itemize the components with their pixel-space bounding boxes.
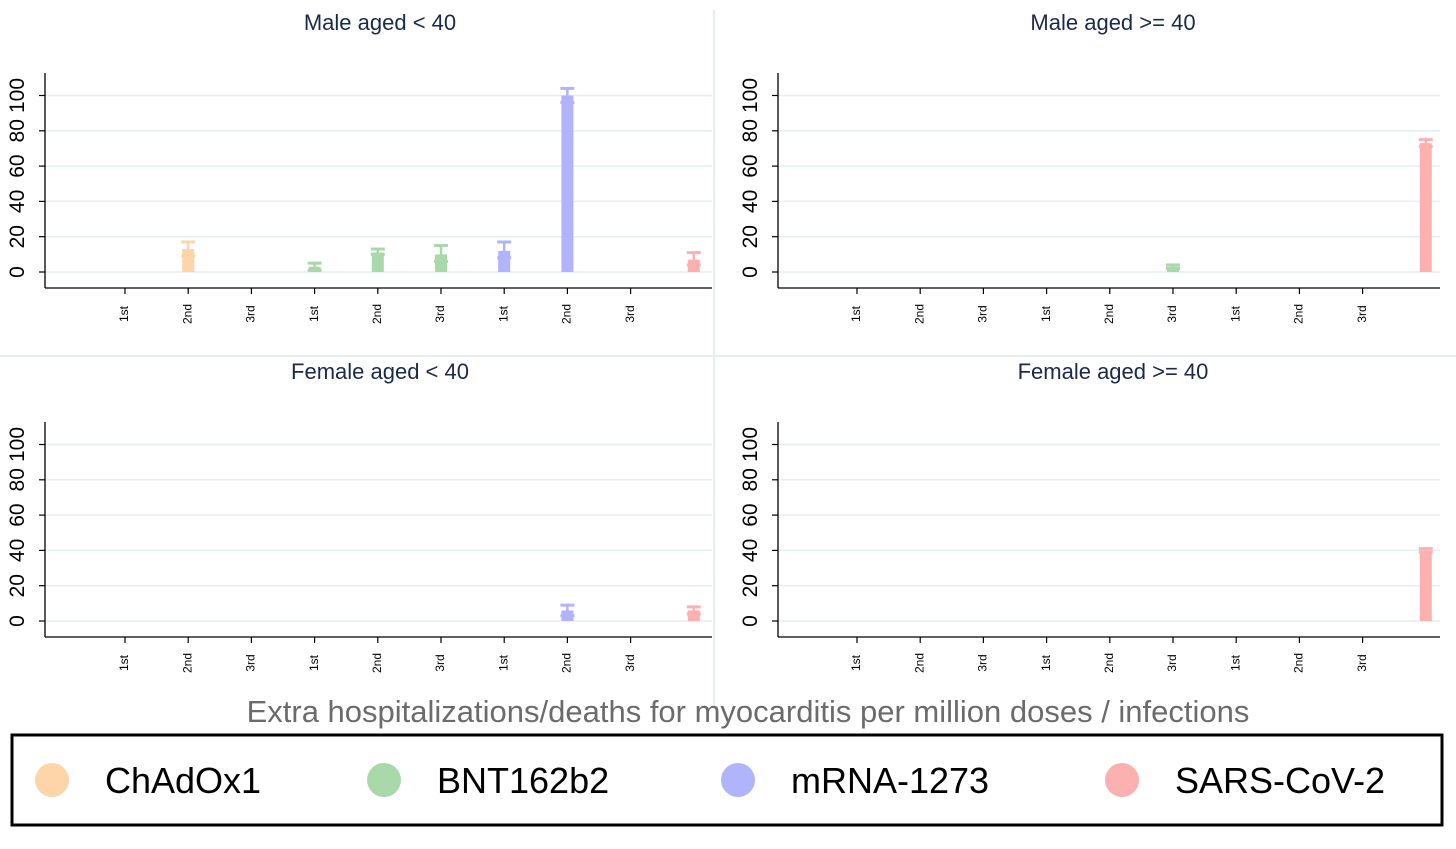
bar: [1419, 550, 1432, 621]
x-tick-label: 3rd: [976, 305, 990, 322]
legend-label: BNT162b2: [437, 760, 609, 801]
panel-4: Female aged >= 40 0 20 40 60 80 100 1st 2nd 3rd 1s…: [739, 359, 1440, 673]
x-tick-label: 3rd: [433, 654, 447, 671]
y-tick-label: 0: [739, 266, 762, 278]
x-tick-label: 2nd: [1292, 304, 1306, 324]
panel-1: Male aged < 40 0 20 40 60 80 100 1st 2nd 3rd 1st 2n…: [6, 10, 712, 324]
x-tick-label: 1st: [1228, 305, 1242, 322]
x-tick-label: 1st: [307, 305, 321, 322]
bar: [371, 252, 384, 272]
x-axis-label: Extra hospitalizations/deaths for myocar…: [247, 694, 1250, 729]
x-tick-label: 3rd: [433, 305, 447, 322]
y-tick-label: 80: [739, 468, 762, 491]
x-tick-label: 2nd: [370, 304, 384, 324]
x-tick-label: 3rd: [1355, 654, 1369, 671]
bar: [498, 250, 511, 272]
y-tick-label: 40: [6, 539, 29, 562]
x-tick-label: 2nd: [560, 653, 574, 673]
x-tick-label: 2nd: [560, 304, 574, 324]
y-tick-label: 80: [6, 119, 29, 142]
x-tick-label: 2nd: [912, 653, 926, 673]
panel-2: Male aged >= 40 0 20 40 60 80 100 1st 2nd 3rd 1st 2…: [739, 10, 1440, 324]
y-tick-label: 60: [6, 154, 29, 177]
y-tick-label: 0: [6, 266, 29, 278]
x-tick-label: 3rd: [1165, 305, 1179, 322]
y-tick-label: 40: [6, 190, 29, 213]
x-tick-label: 3rd: [976, 654, 990, 671]
x-tick-label: 1st: [1228, 654, 1242, 671]
y-tick-label: 60: [739, 154, 762, 177]
x-tick-label: 1st: [1039, 654, 1053, 671]
x-tick-label: 2nd: [1102, 653, 1116, 673]
x-tick-label: 1st: [1039, 305, 1053, 322]
y-tick-label: 100: [739, 427, 762, 462]
legend-label: ChAdOx1: [105, 760, 261, 801]
x-tick-label: 2nd: [1102, 304, 1116, 324]
legend-label: SARS-CoV-2: [1175, 760, 1385, 801]
y-tick-label: 20: [739, 225, 762, 248]
x-tick-label: 1st: [117, 654, 131, 671]
legend: ChAdOx1 BNT162b2 mRNA-1273 SARS-CoV-2: [10, 733, 1444, 827]
y-tick-label: 80: [6, 468, 29, 491]
panel-title: Male aged >= 40: [1030, 10, 1195, 35]
x-tick-label: 1st: [849, 654, 863, 671]
panel-title: Male aged < 40: [304, 10, 456, 35]
y-tick-label: 20: [739, 574, 762, 597]
panels-layer: Male aged < 40 0 20 40 60 80 100 1st 2nd 3rd 1st 2n…: [0, 10, 1456, 705]
panel-title: Female aged >= 40: [1018, 359, 1209, 384]
y-tick-label: 20: [6, 574, 29, 597]
x-tick-label: 2nd: [370, 653, 384, 673]
y-tick-label: 80: [739, 119, 762, 142]
legend-marker: [721, 763, 755, 797]
x-tick-label: 3rd: [623, 654, 637, 671]
y-tick-label: 60: [739, 503, 762, 526]
y-tick-label: 100: [739, 78, 762, 113]
y-tick-label: 60: [6, 503, 29, 526]
x-tick-label: 3rd: [1165, 654, 1179, 671]
x-tick-label: 1st: [496, 654, 510, 671]
y-tick-label: 40: [739, 539, 762, 562]
bar: [561, 95, 574, 272]
legend-label: mRNA-1273: [791, 760, 989, 801]
x-tick-label: 1st: [307, 654, 321, 671]
y-tick-label: 0: [739, 615, 762, 627]
x-tick-label: 2nd: [912, 304, 926, 324]
y-tick-label: 40: [739, 190, 762, 213]
legend-marker: [1105, 763, 1139, 797]
y-tick-label: 20: [6, 225, 29, 248]
x-tick-label: 3rd: [244, 654, 258, 671]
legend-marker: [367, 763, 401, 797]
legend-marker: [35, 763, 69, 797]
panel-3: Female aged < 40 0 20 40 60 80 100 1st 2nd 3rd 1st…: [6, 359, 712, 673]
x-tick-label: 2nd: [180, 653, 194, 673]
x-tick-label: 3rd: [623, 305, 637, 322]
y-tick-label: 0: [6, 615, 29, 627]
bar: [435, 254, 447, 272]
x-tick-label: 1st: [496, 305, 510, 322]
bar: [687, 610, 700, 621]
panel-title: Female aged < 40: [291, 359, 469, 384]
bar: [1419, 143, 1432, 272]
y-tick-label: 100: [6, 78, 29, 113]
y-tick-label: 100: [6, 427, 29, 462]
x-tick-label: 3rd: [1355, 305, 1369, 322]
x-tick-label: 1st: [849, 305, 863, 322]
x-tick-label: 3rd: [244, 305, 258, 322]
x-tick-label: 2nd: [180, 304, 194, 324]
x-tick-label: 1st: [117, 305, 131, 322]
x-tick-label: 2nd: [1292, 653, 1306, 673]
